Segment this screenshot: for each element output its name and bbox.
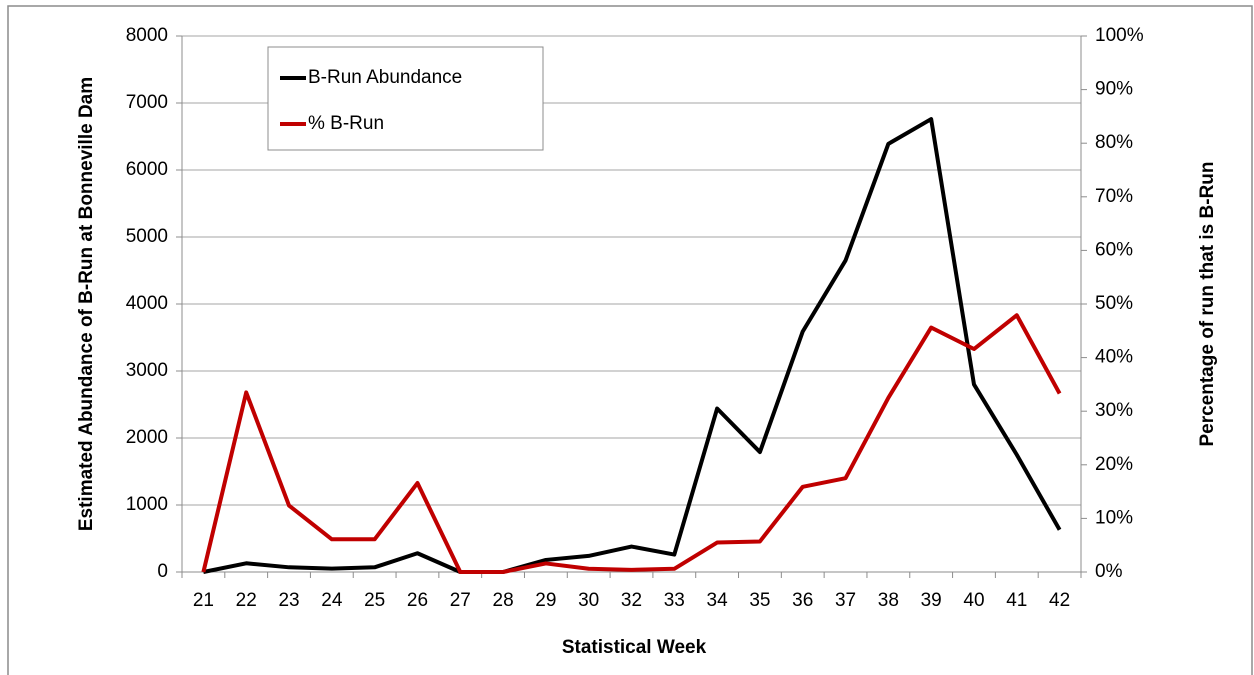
x-tick-label: 42 [1049, 590, 1070, 611]
x-tick-label: 37 [835, 590, 856, 611]
x-tick-label: 22 [236, 590, 257, 611]
y-tick-label: 0 [157, 561, 168, 582]
x-tick-label: 23 [278, 590, 299, 611]
legend-label: % B-Run [308, 113, 384, 134]
x-tick-label: 41 [1006, 590, 1027, 611]
y-tick-label: 7000 [126, 92, 168, 113]
y2-tick-label: 30% [1095, 400, 1133, 421]
x-tick-label: 29 [535, 590, 556, 611]
x-tick-label: 39 [921, 590, 942, 611]
chart-frame [7, 5, 1253, 675]
y2-tick-label: 0% [1095, 561, 1123, 582]
x-tick-label: 33 [664, 590, 685, 611]
x-tick-label: 25 [364, 590, 385, 611]
x-tick-label: 35 [749, 590, 770, 611]
y2-tick-label: 20% [1095, 454, 1133, 475]
y-tick-label: 2000 [126, 427, 168, 448]
y2-tick-label: 60% [1095, 239, 1133, 260]
y-tick-label: 6000 [126, 159, 168, 180]
x-tick-label: 21 [193, 590, 214, 611]
series-line [201, 313, 1062, 574]
y2-tick-label: 10% [1095, 507, 1133, 528]
y-tick-label: 4000 [126, 293, 168, 314]
legend-label: B-Run Abundance [308, 67, 462, 88]
x-tick-label: 36 [792, 590, 813, 611]
y-tick-label: 8000 [126, 25, 168, 46]
y2-axis-title: Percentage of run that is B-Run [1197, 161, 1218, 447]
x-tick-label: 28 [493, 590, 514, 611]
x-tick-label: 24 [321, 590, 343, 611]
x-tick-label: 32 [621, 590, 642, 611]
y-tick-label: 5000 [126, 226, 168, 247]
x-tick-label: 34 [707, 590, 729, 611]
y2-tick-label: 80% [1095, 132, 1133, 153]
series-line [203, 117, 1062, 574]
x-tick-label: 30 [578, 590, 599, 611]
y-tick-label: 1000 [126, 494, 168, 515]
y2-tick-label: 40% [1095, 347, 1133, 368]
y-axis-title: Estimated Abundance of B-Run at Bonnevil… [76, 76, 97, 532]
x-tick-label: 26 [407, 590, 428, 611]
y2-tick-label: 100% [1095, 25, 1144, 46]
x-tick-label: 40 [963, 590, 984, 611]
y2-tick-label: 90% [1095, 79, 1133, 100]
x-tick-label: 27 [450, 590, 471, 611]
x-axis-title: Statistical Week [562, 637, 707, 658]
x-tick-label: 38 [878, 590, 899, 611]
legend-box [267, 46, 544, 151]
y2-tick-label: 50% [1095, 293, 1133, 314]
y2-tick-label: 70% [1095, 186, 1133, 207]
y-tick-label: 3000 [126, 360, 168, 381]
